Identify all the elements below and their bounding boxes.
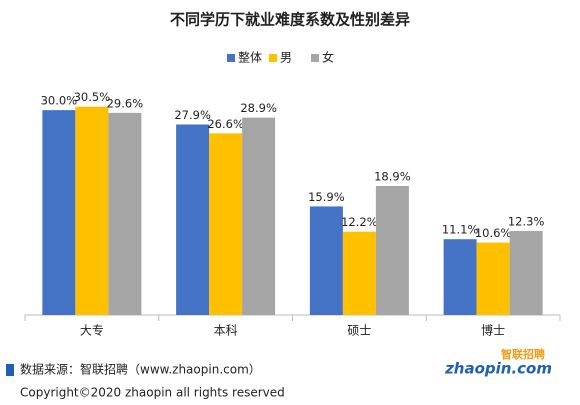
bar	[242, 117, 276, 315]
value-label: 12.3%	[508, 215, 545, 229]
chart-title: 不同学历下就业难度系数及性别差异	[170, 11, 410, 29]
x-tick-label: 博士	[481, 323, 505, 338]
legend-swatch	[269, 54, 277, 62]
value-label: 10.6%	[475, 226, 512, 240]
value-label: 12.2%	[341, 215, 378, 229]
value-label: 26.6%	[207, 117, 244, 131]
bar	[375, 185, 409, 315]
x-tick-label: 硕士	[347, 324, 371, 338]
source: 数据来源：智联招聘（www.zhaopin.com）	[20, 362, 261, 377]
bar	[108, 112, 142, 315]
logo: zhaopin.com	[444, 360, 552, 378]
value-label: 27.9%	[174, 108, 211, 122]
value-label: 28.9%	[240, 101, 277, 115]
copyright: Copyright©2020 zhaopin all rights reserv…	[20, 386, 285, 400]
x-tick-label: 大专	[80, 323, 104, 338]
bar	[443, 239, 477, 315]
source-marker	[6, 364, 14, 376]
logo-cn: 智联招聘	[501, 347, 545, 361]
legend-label: 整体	[238, 50, 262, 65]
bar	[42, 110, 76, 316]
value-label: 30.0%	[41, 94, 78, 108]
legend-label: 男	[280, 51, 292, 65]
bar	[342, 231, 376, 315]
bar	[209, 133, 243, 315]
bar	[75, 106, 109, 315]
value-label: 30.5%	[74, 90, 111, 104]
legend-swatch	[227, 54, 235, 62]
bar	[309, 206, 343, 315]
bar	[176, 124, 210, 316]
value-label: 15.9%	[308, 190, 345, 204]
legend-label: 女	[322, 50, 334, 65]
legend-swatch	[311, 54, 319, 62]
bar	[509, 231, 543, 315]
value-label: 29.6%	[107, 96, 144, 110]
value-label: 18.9%	[374, 169, 411, 183]
x-tick-label: 本科	[214, 324, 238, 338]
bar	[476, 242, 510, 315]
value-label: 11.1%	[442, 223, 479, 237]
